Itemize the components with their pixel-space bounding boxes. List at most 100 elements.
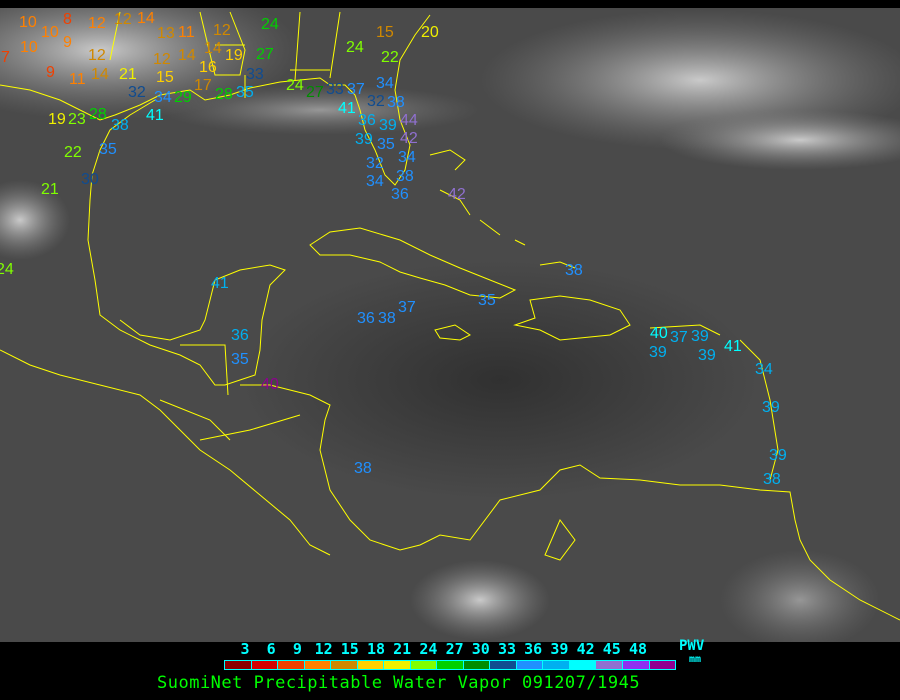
station-pwv-value: 14 bbox=[178, 47, 196, 64]
station-pwv-value: 9 bbox=[46, 64, 55, 81]
station-pwv-value: 37 bbox=[398, 299, 416, 316]
legend-tick: 42 bbox=[576, 640, 595, 658]
legend-tick: 15 bbox=[340, 640, 359, 658]
legend-label: PWV bbox=[679, 638, 705, 654]
legend-color-swatch bbox=[622, 661, 650, 669]
station-pwv-value: 34 bbox=[398, 149, 416, 166]
station-pwv-value: 39 bbox=[355, 131, 373, 148]
station-pwv-value: 36 bbox=[391, 186, 409, 203]
station-pwv-value: 19 bbox=[48, 111, 66, 128]
station-pwv-value: 28 bbox=[89, 106, 107, 123]
station-pwv-value: 14 bbox=[204, 40, 222, 57]
station-pwv-value: 27 bbox=[306, 84, 324, 101]
station-pwv-value: 7 bbox=[1, 49, 10, 66]
station-pwv-value: 10 bbox=[41, 24, 59, 41]
coastlines-and-borders bbox=[0, 11, 900, 621]
station-pwv-value: 28 bbox=[215, 86, 233, 103]
station-pwv-value: 12 bbox=[153, 51, 171, 68]
station-pwv-value: 19 bbox=[225, 47, 243, 64]
legend-tick: 36 bbox=[524, 640, 543, 658]
station-pwv-value: 11 bbox=[178, 24, 195, 41]
station-pwv-value: 13 bbox=[157, 25, 175, 42]
station-pwv-value: 39 bbox=[379, 117, 397, 134]
legend-tick: 3 bbox=[240, 640, 250, 658]
station-pwv-value: 36 bbox=[231, 327, 249, 344]
station-pwv-value: 35 bbox=[377, 136, 395, 153]
station-pwv-value: 42 bbox=[400, 130, 418, 147]
station-pwv-value: 34 bbox=[755, 361, 773, 378]
station-pwv-value: 41 bbox=[146, 107, 164, 124]
station-pwv-value: 39 bbox=[698, 347, 716, 364]
station-pwv-value: 27 bbox=[256, 46, 274, 63]
dry-region bbox=[240, 260, 760, 500]
cloud-mass bbox=[160, 85, 480, 135]
station-pwv-value: 32 bbox=[367, 93, 385, 110]
station-pwv-value: 9 bbox=[63, 34, 72, 51]
station-pwv-value: 14 bbox=[137, 10, 155, 27]
station-pwv-value: 10 bbox=[20, 39, 38, 56]
station-pwv-value: 32 bbox=[366, 155, 384, 172]
legend-color-swatch bbox=[596, 661, 623, 669]
legend-color-swatch bbox=[278, 661, 305, 669]
station-pwv-value: 14 bbox=[91, 66, 109, 83]
station-pwv-value: 16 bbox=[199, 59, 217, 76]
station-pwv-value: 39 bbox=[649, 344, 667, 361]
station-pwv-value: 39 bbox=[762, 399, 780, 416]
legend-color-swatch bbox=[225, 661, 252, 669]
cloud-mass bbox=[0, 180, 70, 260]
station-pwv-value: 24 bbox=[286, 77, 304, 94]
station-pwv-value: 23 bbox=[68, 111, 86, 128]
station-pwv-value: 21 bbox=[41, 181, 59, 198]
station-pwv-value: 37 bbox=[347, 81, 365, 98]
legend-tick-labels: 3 6 9 12 15 18 21 24 27 30 33 36 39 42 45 48 bbox=[230, 640, 670, 658]
legend-tick: 48 bbox=[628, 640, 648, 658]
station-pwv-value: 38 bbox=[111, 117, 129, 134]
station-pwv-value: 41 bbox=[211, 275, 229, 292]
station-pwv-value: 38 bbox=[565, 262, 583, 279]
station-pwv-value: 12 bbox=[213, 22, 231, 39]
station-pwv-value: 10 bbox=[19, 14, 37, 31]
legend-color-swatch bbox=[251, 661, 279, 669]
cloud-mass bbox=[720, 550, 880, 642]
legend-tick: 18 bbox=[366, 640, 386, 658]
station-pwv-value: 41 bbox=[724, 338, 742, 355]
legend-color-swatch bbox=[490, 661, 517, 669]
cloud-mass bbox=[410, 560, 550, 640]
station-pwv-value: 22 bbox=[381, 49, 399, 66]
legend-unit: mm bbox=[689, 654, 702, 665]
station-pwv-value: 36 bbox=[358, 112, 376, 129]
legend-tick: 27 bbox=[445, 640, 464, 658]
station-pwv-value: 22 bbox=[64, 144, 82, 161]
color-scale-bar bbox=[224, 660, 676, 670]
legend-color-swatch bbox=[357, 661, 385, 669]
station-pwv-value: 34 bbox=[376, 75, 394, 92]
legend-tick: 9 bbox=[292, 640, 302, 658]
station-pwv-value: 40 bbox=[650, 325, 668, 342]
station-pwv-value: 34 bbox=[366, 173, 384, 190]
station-pwv-value: 15 bbox=[156, 69, 174, 86]
legend-tick: 39 bbox=[550, 640, 569, 658]
station-pwv-value: 17 bbox=[194, 77, 212, 94]
legend-color-swatch bbox=[384, 661, 411, 669]
station-pwv-value: 42 bbox=[448, 186, 466, 203]
station-pwv-value: 32 bbox=[128, 84, 146, 101]
station-pwv-value: 21 bbox=[119, 66, 137, 83]
station-pwv-value: 40 bbox=[261, 376, 279, 393]
legend-color-swatch bbox=[304, 661, 332, 669]
legend-tick: 12 bbox=[314, 640, 333, 658]
station-pwv-value: 41 bbox=[338, 100, 356, 117]
station-pwv-value: 38 bbox=[387, 94, 405, 111]
image-title: SuomiNet Precipitable Water Vapor 091207… bbox=[157, 673, 641, 693]
station-pwv-value: 36 bbox=[357, 310, 375, 327]
station-pwv-value: 12 bbox=[114, 11, 132, 28]
station-pwv-value: 35 bbox=[231, 351, 249, 368]
station-pwv-value: 37 bbox=[670, 329, 688, 346]
station-pwv-value: 38 bbox=[396, 168, 414, 185]
legend-tick: 30 bbox=[471, 640, 490, 658]
station-pwv-value: 39 bbox=[691, 328, 709, 345]
legend-tick: 45 bbox=[602, 640, 621, 658]
station-pwv-value: 35 bbox=[236, 84, 254, 101]
water-vapor-satellite-image bbox=[0, 8, 900, 642]
